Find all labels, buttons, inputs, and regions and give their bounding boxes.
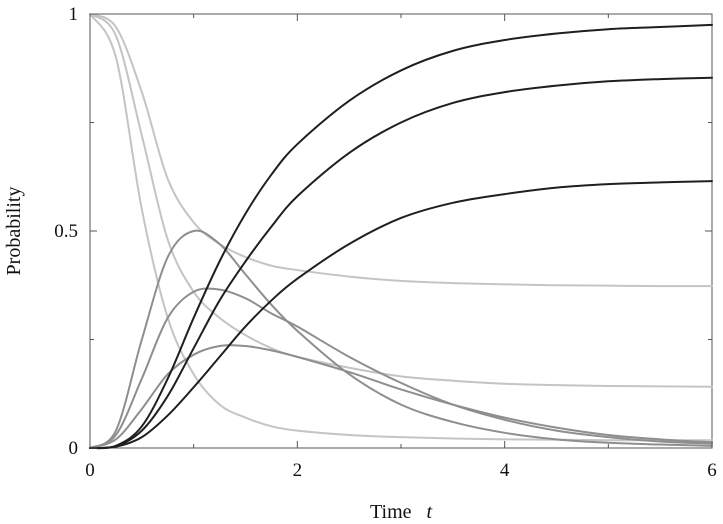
series-line-6 — [89, 344, 713, 449]
series-layer — [89, 13, 713, 450]
ticks-layer — [89, 13, 713, 449]
y-tick-label: 1 — [69, 4, 79, 25]
x-axis-label-var: t — [427, 501, 433, 523]
x-tick-label: 2 — [293, 460, 303, 481]
x-axis-label: Time t — [370, 501, 433, 523]
y-axis-label: Probability — [3, 187, 25, 276]
series-line-4 — [89, 229, 713, 449]
x-tick-label: 6 — [707, 460, 717, 481]
y-tick-label: 0 — [69, 438, 79, 459]
x-tick-label: 0 — [85, 460, 95, 481]
x-tick-label: 4 — [500, 460, 510, 481]
series-line-1 — [89, 13, 713, 288]
series-line-5 — [89, 287, 713, 449]
x-axis-label-text: Time — [370, 501, 412, 523]
series-line-7 — [89, 23, 713, 450]
series-line-8 — [89, 76, 713, 450]
series-line-9 — [89, 180, 713, 449]
tick-labels: 0 2 4 6 0 0.5 1 — [54, 4, 717, 481]
y-tick-label: 0.5 — [54, 221, 78, 242]
